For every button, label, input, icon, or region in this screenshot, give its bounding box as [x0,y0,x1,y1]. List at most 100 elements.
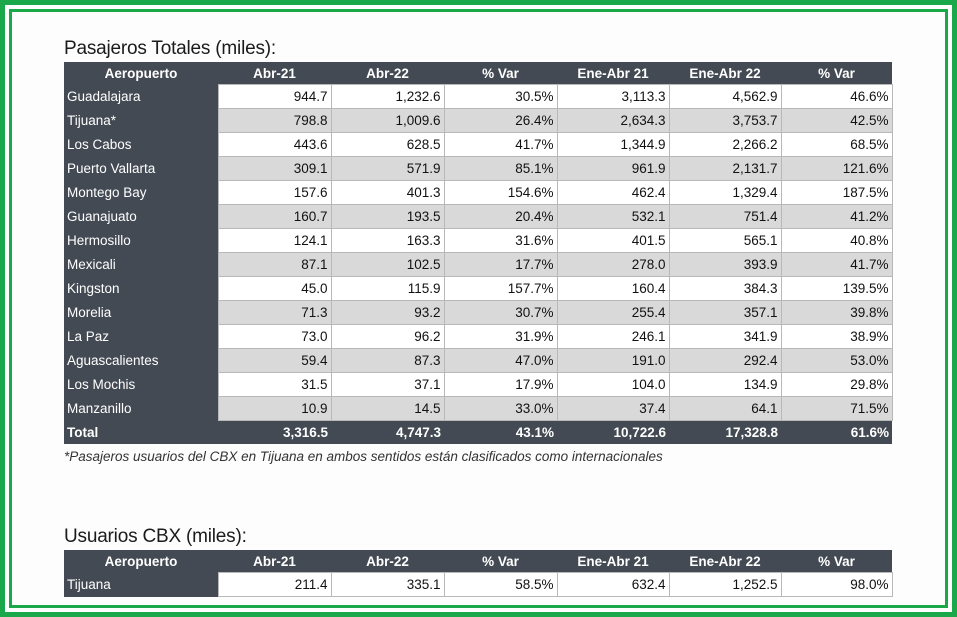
value-cell: 53.0% [780,348,893,373]
table-row: La Paz 73.0 96.2 31.9% 246.1 341.9 38.9% [64,324,893,349]
table-row: Montego Bay 157.6 401.3 154.6% 462.4 1,329.4 1… [64,180,893,205]
value-cell: 47.0% [443,348,558,373]
airport-name-cell: La Paz [64,324,218,349]
value-cell: 163.3 [330,228,445,253]
value-cell: 341.9 [668,324,782,349]
value-cell: 2,634.3 [556,108,670,133]
total-value-cell: 4,747.3 [331,420,444,444]
value-cell: 71.5% [780,396,893,421]
value-cell: 401.3 [330,180,445,205]
value-cell: 1,344.9 [556,132,670,157]
airport-name-cell: Guanajuato [64,204,218,229]
value-cell: 33.0% [443,396,558,421]
value-cell: 335.1 [330,572,445,597]
value-cell: 96.2 [330,324,445,349]
value-cell: 1,009.6 [330,108,445,133]
table-row: Tijuana* 798.8 1,009.6 26.4% 2,634.3 3,753.7 4… [64,108,893,133]
value-cell: 193.5 [330,204,445,229]
table-row: Tijuana 211.4 335.1 58.5% 632.4 1,252.5 98.0% [64,572,893,597]
total-value-cell: 61.6% [781,420,892,444]
value-cell: 73.0 [217,324,332,349]
value-cell: 39.8% [780,300,893,325]
value-cell: 134.9 [668,372,782,397]
column-header: Abr-22 [331,550,444,573]
airport-name-cell: Aguascalientes [64,348,218,373]
value-cell: 3,113.3 [556,84,670,109]
value-cell: 1,329.4 [668,180,782,205]
value-cell: 443.6 [217,132,332,157]
footnote: *Pasajeros usuarios del CBX en Tijuana e… [64,449,663,464]
total-value-cell: 43.1% [444,420,557,444]
value-cell: 3,753.7 [668,108,782,133]
value-cell: 58.5% [443,572,558,597]
value-cell: 31.5 [217,372,332,397]
value-cell: 751.4 [668,204,782,229]
column-header: Abr-21 [218,62,331,85]
value-cell: 93.2 [330,300,445,325]
table-row: Hermosillo 124.1 163.3 31.6% 401.5 565.1 40.8% [64,228,893,253]
value-cell: 160.4 [556,276,670,301]
total-label-cell: Total [64,420,218,444]
value-cell: 401.5 [556,228,670,253]
table-header-row: Aeropuerto Abr-21 Abr-22% Var Ene-Abr 21 Ene… [64,550,892,573]
value-cell: 59.4 [217,348,332,373]
column-header: Aeropuerto [64,62,218,85]
total-value-cell: 3,316.5 [218,420,331,444]
value-cell: 187.5% [780,180,893,205]
airport-name-cell: Tijuana* [64,108,218,133]
value-cell: 565.1 [668,228,782,253]
table-row: Los Cabos 443.6 628.5 41.7% 1,344.9 2,266.2 68… [64,132,893,157]
column-header: % Var [444,62,557,85]
table-row: Morelia 71.3 93.2 30.7% 255.4 357.1 39.8% [64,300,893,325]
value-cell: 246.1 [556,324,670,349]
value-cell: 45.0 [217,276,332,301]
airport-name-cell: Guadalajara [64,84,218,109]
value-cell: 68.5% [780,132,893,157]
value-cell: 10.9 [217,396,332,421]
table-row: Manzanillo 10.9 14.5 33.0% 37.4 64.1 71.5% [64,396,893,421]
pasajeros-table: Aeropuerto Abr-21 Abr-22% Var Ene-Abr 21 Ene… [64,62,893,444]
value-cell: 87.3 [330,348,445,373]
value-cell: 41.7% [780,252,893,277]
value-cell: 944.7 [217,84,332,109]
value-cell: 102.5 [330,252,445,277]
column-header: Ene-Abr 22 [669,62,781,85]
total-row: Total 3,316.5 4,747.3 43.1% 10,722.6 17,328.8… [64,420,892,444]
airport-name-cell: Los Mochis [64,372,218,397]
value-cell: 17.7% [443,252,558,277]
section-title-pasajeros: Pasajeros Totales (miles): [64,38,276,59]
airport-name-cell: Los Cabos [64,132,218,157]
value-cell: 384.3 [668,276,782,301]
airport-name-cell: Montego Bay [64,180,218,205]
table-row: Mexicali 87.1 102.5 17.7% 278.0 393.9 41.7% [64,252,893,277]
value-cell: 191.0 [556,348,670,373]
value-cell: 115.9 [330,276,445,301]
column-header: Abr-22 [331,62,444,85]
value-cell: 29.8% [780,372,893,397]
value-cell: 46.6% [780,84,893,109]
value-cell: 2,266.2 [668,132,782,157]
airport-name-cell: Mexicali [64,252,218,277]
column-header: Abr-21 [218,550,331,573]
value-cell: 64.1 [668,396,782,421]
section-title-cbx: Usuarios CBX (miles): [64,526,247,547]
value-cell: 2,131.7 [668,156,782,181]
table-row: Puerto Vallarta 309.1 571.9 85.1% 961.9 2,131… [64,156,893,181]
value-cell: 40.8% [780,228,893,253]
airport-name-cell: Morelia [64,300,218,325]
column-header: % Var [444,550,557,573]
value-cell: 87.1 [217,252,332,277]
value-cell: 31.6% [443,228,558,253]
value-cell: 532.1 [556,204,670,229]
table-row: Los Mochis 31.5 37.1 17.9% 104.0 134.9 29.8% [64,372,893,397]
total-value-cell: 10,722.6 [557,420,669,444]
value-cell: 157.7% [443,276,558,301]
value-cell: 628.5 [330,132,445,157]
airport-name-cell: Tijuana [64,572,218,597]
table-row: Guadalajara 944.7 1,232.6 30.5% 3,113.3 4,562… [64,84,893,109]
airport-name-cell: Hermosillo [64,228,218,253]
value-cell: 1,232.6 [330,84,445,109]
value-cell: 30.7% [443,300,558,325]
column-header: % Var [781,550,892,573]
